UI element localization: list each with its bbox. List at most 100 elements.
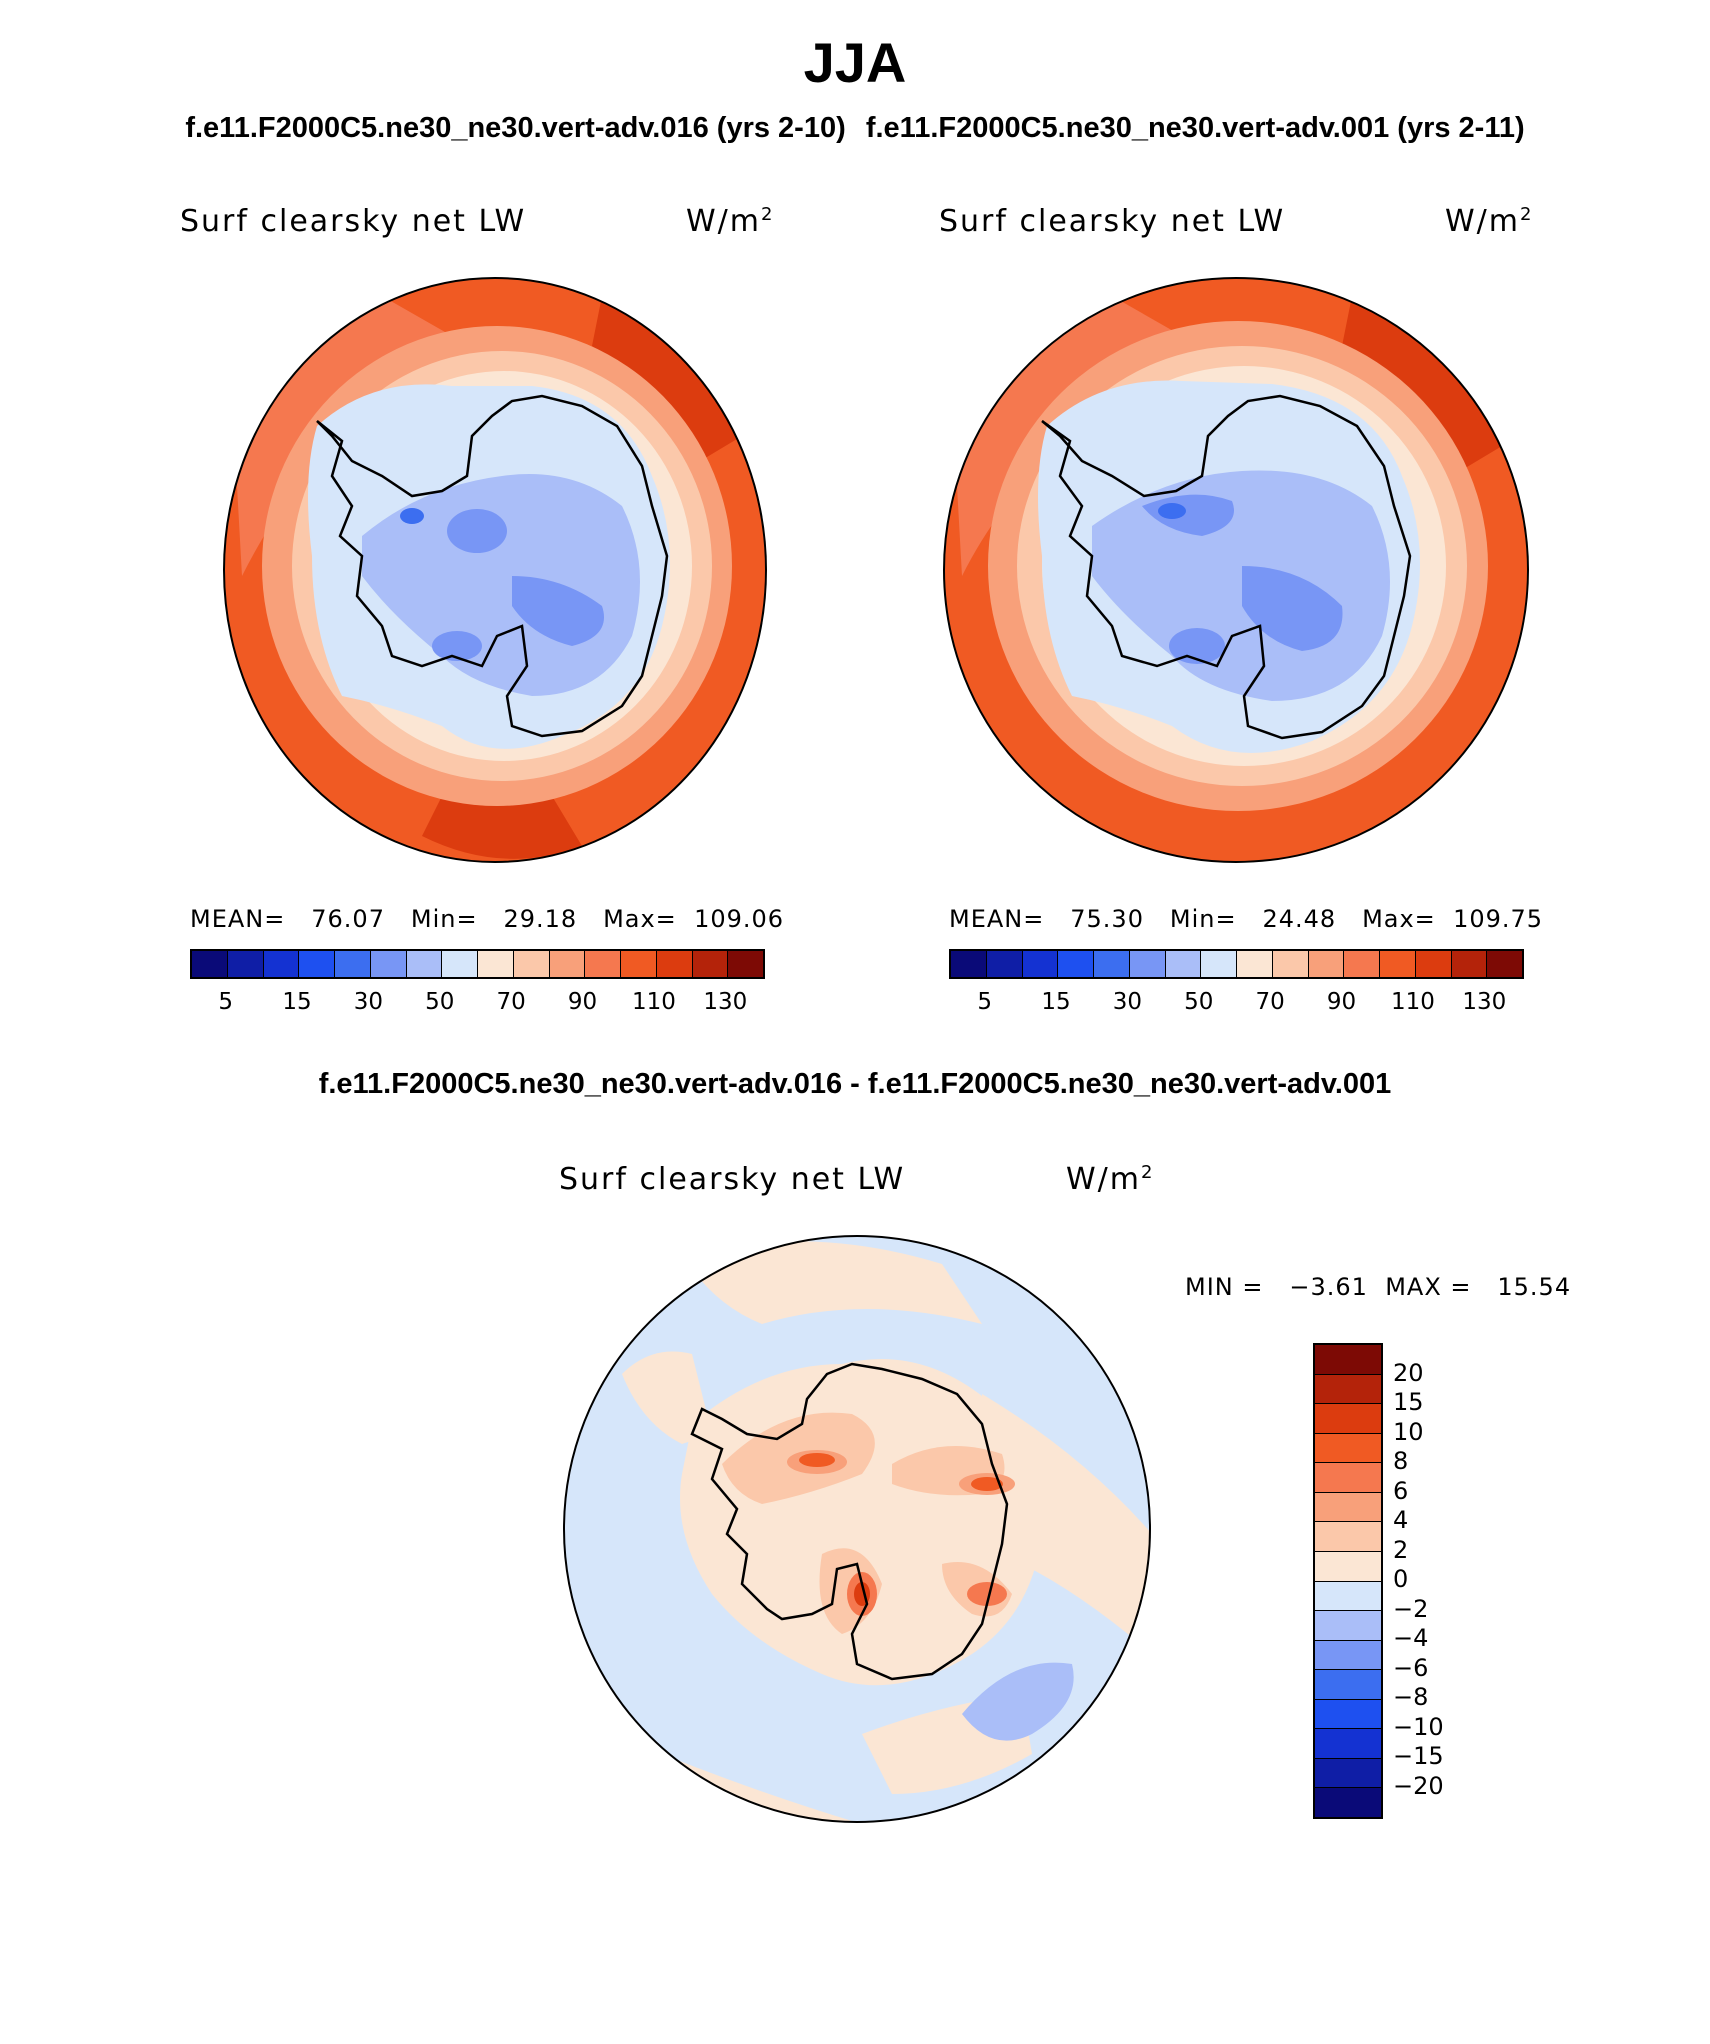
colorbar-tick-label: 2	[1393, 1535, 1409, 1564]
colorbar-swatch	[1272, 951, 1309, 977]
colorbar-swatch	[1315, 1492, 1381, 1523]
right-min-label: Min=	[1169, 905, 1237, 933]
colorbar-tick-label: 130	[1462, 989, 1507, 1015]
colorbar-tick-label: 70	[1255, 989, 1285, 1015]
colorbar-swatch	[1315, 1670, 1381, 1700]
difference-polar-map	[563, 1235, 1151, 1823]
left-panel-variable: Surf clearsky net LW	[180, 204, 527, 239]
colorbar-tick-label: −6	[1393, 1653, 1429, 1682]
colorbar-swatch	[1237, 951, 1273, 977]
colorbar-tick-label: 90	[1326, 989, 1357, 1015]
colorbar-swatch	[1315, 1551, 1381, 1582]
colorbar-swatch	[299, 951, 335, 977]
right-mean-label: MEAN=	[949, 905, 1045, 933]
colorbar-swatch	[621, 951, 657, 977]
colorbar-tick-label: 110	[631, 989, 676, 1015]
left-panel-units: W/m2	[686, 204, 775, 239]
colorbar-swatch	[335, 951, 371, 977]
diff-max-value: 15.54	[1497, 1273, 1572, 1301]
colorbar-swatch	[1315, 1374, 1381, 1405]
colorbar-swatch	[549, 951, 586, 977]
colorbar-swatch	[227, 951, 264, 977]
left-min-value: 29.18	[503, 905, 578, 933]
colorbar-swatch	[1315, 1640, 1381, 1671]
colorbar-swatch	[1315, 1758, 1381, 1789]
colorbar-tick-label: −4	[1393, 1624, 1429, 1652]
colorbar-tick-label: 15	[1393, 1388, 1424, 1416]
colorbar-swatch	[986, 951, 1023, 977]
colorbar-swatch	[1315, 1581, 1381, 1612]
colorbar-swatch	[1315, 1463, 1381, 1493]
colorbar-swatch	[192, 951, 228, 977]
left-colorbar-ticks: 5 15 30 50 70 90 110 130	[190, 989, 761, 1019]
right-max-value: 109.75	[1453, 905, 1544, 933]
diff-panel-variable: Surf clearsky net LW	[559, 1162, 906, 1197]
colorbar-tick-label: 0	[1393, 1565, 1409, 1593]
colorbar-swatch	[1022, 951, 1059, 977]
colorbar-swatch	[1487, 951, 1522, 977]
colorbar-tick-label: −20	[1393, 1771, 1444, 1800]
run-titles: f.e11.F2000C5.ne30_ne30.vert-adv.016 (yr…	[0, 112, 1710, 145]
colorbar-swatch	[1315, 1522, 1381, 1552]
difference-title: f.e11.F2000C5.ne30_ne30.vert-adv.016 - f…	[318, 1068, 1392, 1100]
right-mean-value: 75.30	[1070, 905, 1144, 933]
right-polar-map	[943, 277, 1529, 863]
left-max-value: 109.06	[694, 905, 785, 933]
colorbar-swatch	[1058, 951, 1094, 977]
colorbar-swatch	[1315, 1433, 1381, 1464]
diff-min-label: MIN =	[1185, 1273, 1264, 1301]
colorbar-swatch	[1315, 1729, 1381, 1759]
colorbar-swatch	[585, 951, 621, 977]
colorbar-tick-label: 10	[1393, 1417, 1424, 1446]
colorbar-swatch	[1451, 951, 1488, 977]
right-min-value: 24.48	[1262, 905, 1337, 933]
colorbar-swatch	[1129, 951, 1166, 977]
colorbar-tick-label: −2	[1393, 1594, 1429, 1623]
colorbar-swatch	[1415, 951, 1452, 977]
colorbar-swatch	[728, 951, 763, 977]
right-run-title: f.e11.F2000C5.ne30_ne30.vert-adv.001 (yr…	[865, 112, 1525, 144]
left-mean-label: MEAN=	[190, 905, 286, 933]
left-polar-map	[223, 277, 767, 863]
colorbar-swatch	[1344, 951, 1380, 977]
colorbar-swatch	[951, 951, 987, 977]
colorbar-tick-label: 5	[977, 989, 993, 1015]
colorbar-swatch	[1380, 951, 1416, 977]
colorbar-tick-label: 70	[496, 989, 526, 1015]
colorbar-swatch	[478, 951, 514, 977]
colorbar-swatch	[1165, 951, 1202, 977]
left-min-label: Min=	[410, 905, 478, 933]
colorbar-swatch	[442, 951, 478, 977]
colorbar-tick-label: 130	[703, 989, 748, 1015]
colorbar-tick-label: −15	[1393, 1742, 1444, 1770]
colorbar-swatch	[1308, 951, 1345, 977]
colorbar-swatch	[406, 951, 443, 977]
colorbar-swatch	[1315, 1611, 1381, 1641]
left-colorbar	[190, 949, 765, 979]
colorbar-swatch	[1315, 1345, 1381, 1375]
colorbar-swatch	[1094, 951, 1130, 977]
colorbar-tick-label: 4	[1393, 1506, 1409, 1534]
colorbar-tick-label: 30	[1112, 989, 1143, 1015]
colorbar-swatch	[1201, 951, 1237, 977]
right-max-label: Max=	[1362, 905, 1436, 933]
left-max-label: Max=	[603, 905, 677, 933]
colorbar-swatch	[1315, 1699, 1381, 1730]
right-colorbar	[949, 949, 1524, 979]
colorbar-tick-label: 90	[567, 989, 598, 1015]
colorbar-swatch	[1315, 1788, 1381, 1817]
colorbar-tick-label: 15	[282, 989, 312, 1015]
colorbar-tick-label: −8	[1393, 1683, 1429, 1711]
diff-panel-units: W/m2	[1066, 1162, 1155, 1197]
colorbar-tick-label: 50	[1184, 989, 1214, 1015]
main-title: JJA	[803, 31, 907, 94]
colorbar-tick-label: 6	[1393, 1476, 1409, 1505]
colorbar-swatch	[1315, 1404, 1381, 1434]
right-panel-units: W/m2	[1445, 204, 1534, 239]
diff-max-label: MAX =	[1385, 1273, 1472, 1301]
colorbar-tick-label: 20	[1393, 1358, 1424, 1387]
colorbar-tick-label: 30	[353, 989, 384, 1015]
colorbar-swatch	[692, 951, 729, 977]
colorbar-tick-label: 5	[218, 989, 234, 1015]
colorbar-tick-label: −10	[1393, 1712, 1444, 1741]
